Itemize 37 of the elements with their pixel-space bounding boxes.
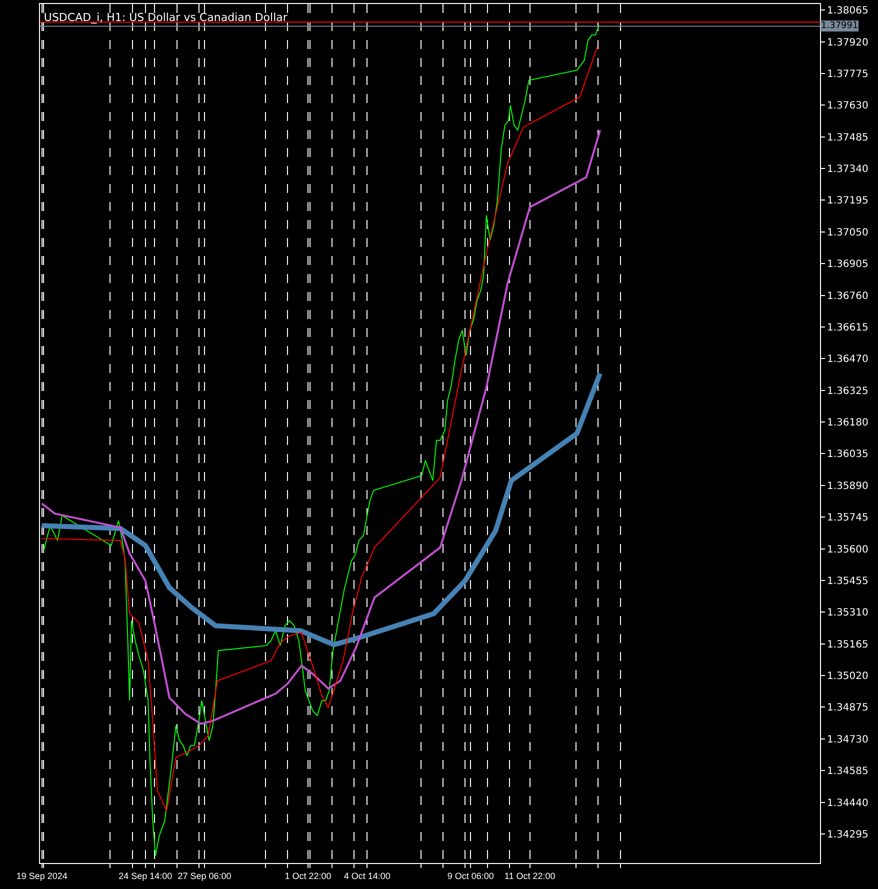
y-tick-label: 1.35455	[827, 576, 868, 587]
y-tick-label: 1.34585	[827, 766, 868, 778]
y-tick-label: 1.38065	[827, 6, 868, 17]
y-tick-label: 1.37630	[827, 100, 868, 112]
line-series	[40, 129, 602, 725]
y-tick-label: 1.34440	[827, 798, 868, 809]
y-tick-label: 1.34875	[827, 702, 868, 714]
y-tick-label: 1.35600	[827, 544, 868, 556]
y-tick-label: 1.37775	[827, 68, 868, 80]
y-tick-label: 1.37195	[827, 196, 868, 207]
y-tick-label: 1.37340	[827, 164, 868, 176]
x-tick-label: 11 Oct 22:00	[504, 870, 556, 881]
y-tick-label: 1.37050	[827, 227, 868, 238]
y-tick-label: 1.35745	[827, 512, 868, 524]
y-tick-label: 1.36035	[827, 449, 868, 460]
y-tick-label: 1.34295	[827, 829, 868, 840]
y-tick-label: 1.35310	[827, 608, 868, 619]
y-tick-label: 1.37920	[827, 37, 868, 48]
x-tick-label: 9 Oct 06:00	[447, 870, 494, 881]
y-tick-label: 1.36615	[827, 322, 868, 334]
y-tick-label: 1.35890	[827, 480, 868, 492]
y-tick-label: 1.35020	[827, 671, 868, 682]
y-tick-label: 1.34730	[827, 734, 868, 746]
text: USDCAD_i, H1: US Dollar vs Canadian Dollar	[44, 11, 288, 24]
y-tick-label: 1.36325	[827, 386, 868, 397]
y-tick-label: 1.36470	[827, 354, 868, 366]
x-tick-label: 1 Oct 22:00	[284, 870, 332, 881]
y-tick-label: 1.36760	[827, 290, 868, 302]
x-tick-label: 27 Sep 06:00	[178, 870, 232, 881]
x-tick-label: 19 Sep 2024	[16, 870, 68, 881]
y-tick-label: 1.37485	[827, 132, 868, 144]
y-tick-label: 1.35165	[827, 639, 868, 650]
x-tick-label: 4 Oct 14:00	[344, 870, 390, 881]
ref-line-label: 1.37991	[821, 21, 858, 31]
x-tick-label: 24 Sep 14:00	[118, 870, 172, 881]
y-tick-label: 1.36180	[827, 418, 868, 429]
y-tick-label: 1.36905	[827, 259, 868, 270]
